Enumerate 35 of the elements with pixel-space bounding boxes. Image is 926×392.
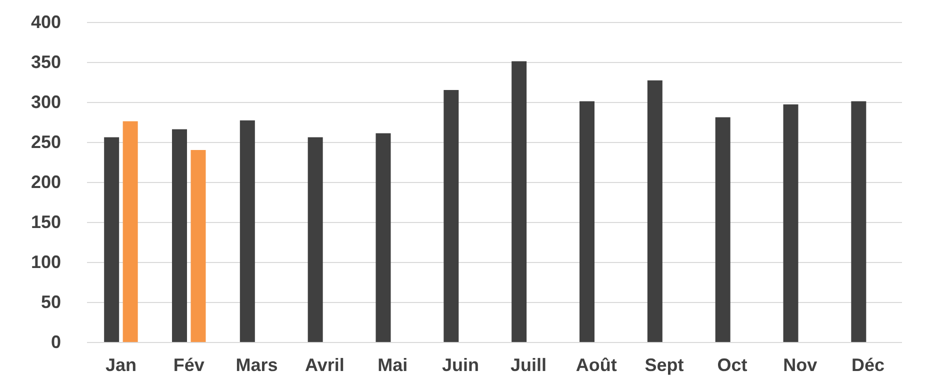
bar (240, 120, 255, 342)
y-tick-label: 200 (30, 172, 61, 192)
x-tick-label: Juill (510, 355, 546, 375)
y-tick-label: 100 (30, 252, 61, 272)
x-tick-label: Nov (783, 355, 818, 375)
x-tick-label: Mars (236, 355, 278, 375)
bar (647, 80, 662, 342)
bar (715, 117, 730, 342)
x-tick-label: Jan (105, 355, 136, 375)
x-tick-label: Avril (305, 355, 344, 375)
y-tick-label: 400 (30, 12, 61, 32)
bar (783, 104, 798, 342)
bar (172, 129, 187, 342)
bar (512, 61, 527, 342)
bar (580, 101, 594, 342)
bar (851, 101, 866, 342)
y-tick-label: 150 (30, 212, 61, 232)
x-tick-label: Mai (378, 355, 408, 375)
bar (122, 121, 138, 342)
x-tick-label: Août (576, 355, 617, 375)
bar (444, 90, 459, 342)
x-tick-label: Sept (644, 355, 684, 375)
y-tick-label: 250 (30, 132, 61, 152)
y-tick-label: 350 (30, 52, 61, 72)
y-tick-label: 300 (30, 92, 61, 112)
y-tick-label: 50 (40, 292, 61, 312)
bar (376, 133, 391, 342)
x-tick-label: Juin (442, 355, 480, 375)
x-tick-label: Oct (717, 355, 748, 375)
y-tick-label: 0 (50, 332, 61, 352)
bar (190, 150, 206, 342)
x-tick-label: Fév (173, 355, 204, 375)
bar (104, 137, 120, 342)
x-tick-label: Déc (852, 355, 885, 375)
bar (308, 137, 323, 342)
